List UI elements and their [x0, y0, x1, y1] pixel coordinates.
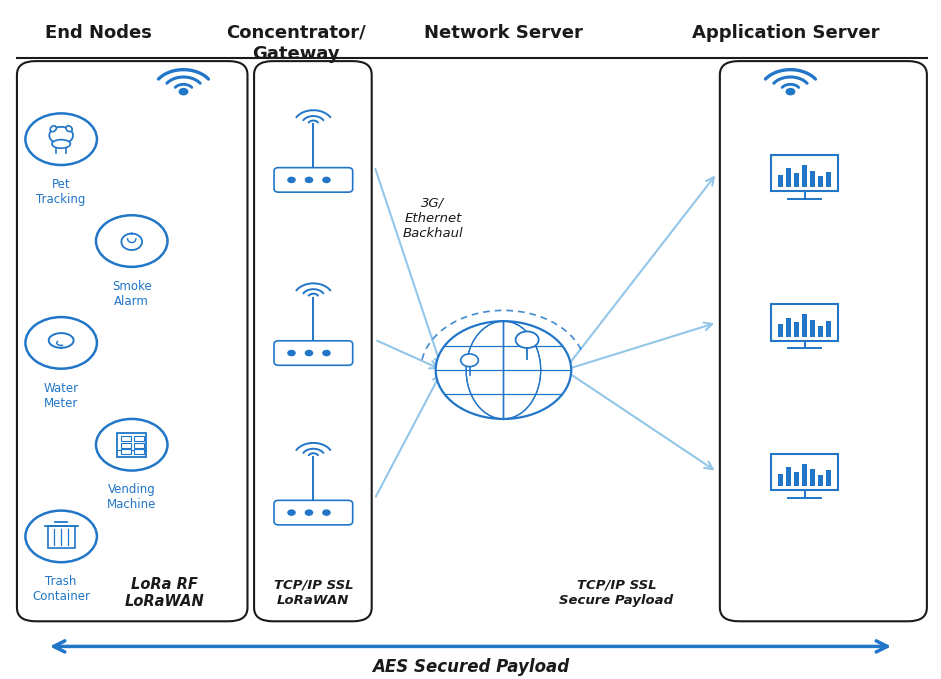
Bar: [134, 449, 144, 454]
Circle shape: [25, 511, 97, 562]
Bar: [120, 449, 131, 454]
FancyBboxPatch shape: [274, 500, 353, 525]
Bar: [818, 325, 823, 337]
Bar: [120, 437, 131, 441]
Text: Pet
Tracking: Pet Tracking: [37, 178, 86, 206]
Bar: [818, 176, 823, 187]
Text: Application Server: Application Server: [692, 24, 880, 42]
Bar: [778, 175, 783, 187]
Bar: [134, 437, 144, 441]
Circle shape: [288, 510, 295, 515]
Text: TCP/IP SSL
Secure Payload: TCP/IP SSL Secure Payload: [559, 579, 674, 607]
Bar: [794, 172, 799, 187]
Circle shape: [179, 88, 187, 95]
Bar: [802, 314, 807, 337]
Bar: [810, 170, 815, 187]
Circle shape: [288, 177, 295, 183]
FancyBboxPatch shape: [274, 168, 353, 192]
Bar: [771, 155, 838, 191]
FancyBboxPatch shape: [274, 341, 353, 365]
Circle shape: [323, 350, 330, 356]
Bar: [818, 475, 823, 486]
Bar: [786, 318, 791, 337]
Bar: [48, 526, 74, 547]
Circle shape: [306, 350, 312, 356]
Circle shape: [49, 127, 73, 144]
Bar: [778, 325, 783, 337]
FancyBboxPatch shape: [17, 61, 247, 621]
Text: Concentrator/
Gateway: Concentrator/ Gateway: [227, 24, 366, 62]
Text: LoRa RF
LoRaWAN: LoRa RF LoRaWAN: [125, 576, 204, 609]
Bar: [118, 433, 146, 457]
Bar: [810, 469, 815, 486]
Bar: [120, 443, 131, 447]
Bar: [826, 172, 831, 187]
FancyBboxPatch shape: [254, 61, 372, 621]
Text: Network Server: Network Server: [424, 24, 582, 42]
Circle shape: [306, 510, 312, 515]
Circle shape: [306, 177, 312, 183]
Bar: [771, 304, 838, 341]
Circle shape: [323, 510, 330, 515]
Bar: [802, 464, 807, 486]
Text: Vending
Machine: Vending Machine: [107, 483, 156, 511]
FancyBboxPatch shape: [720, 61, 927, 621]
Circle shape: [323, 177, 330, 183]
Circle shape: [25, 317, 97, 369]
Text: Trash
Container: Trash Container: [32, 575, 90, 603]
Bar: [802, 165, 807, 187]
Circle shape: [516, 331, 538, 348]
Circle shape: [288, 350, 295, 356]
Circle shape: [25, 113, 97, 165]
Bar: [134, 443, 144, 447]
Text: Water
Meter: Water Meter: [43, 382, 79, 409]
Bar: [786, 168, 791, 187]
Text: TCP/IP SSL
LoRaWAN: TCP/IP SSL LoRaWAN: [274, 579, 353, 607]
Bar: [826, 321, 831, 337]
Circle shape: [96, 215, 167, 267]
Ellipse shape: [52, 140, 71, 148]
Text: End Nodes: End Nodes: [45, 24, 152, 42]
Bar: [826, 471, 831, 486]
Bar: [794, 471, 799, 486]
Text: 3G/
Ethernet
Backhaul: 3G/ Ethernet Backhaul: [403, 197, 463, 240]
Ellipse shape: [50, 126, 56, 132]
Ellipse shape: [66, 126, 72, 132]
Bar: [786, 467, 791, 486]
Bar: [810, 320, 815, 337]
Circle shape: [786, 88, 794, 95]
Bar: [794, 322, 799, 337]
Bar: [771, 454, 838, 490]
Bar: [778, 474, 783, 486]
Circle shape: [96, 419, 167, 471]
Text: Smoke
Alarm: Smoke Alarm: [112, 280, 152, 308]
Text: AES Secured Payload: AES Secured Payload: [372, 658, 569, 676]
Circle shape: [436, 321, 571, 419]
Circle shape: [461, 354, 478, 367]
